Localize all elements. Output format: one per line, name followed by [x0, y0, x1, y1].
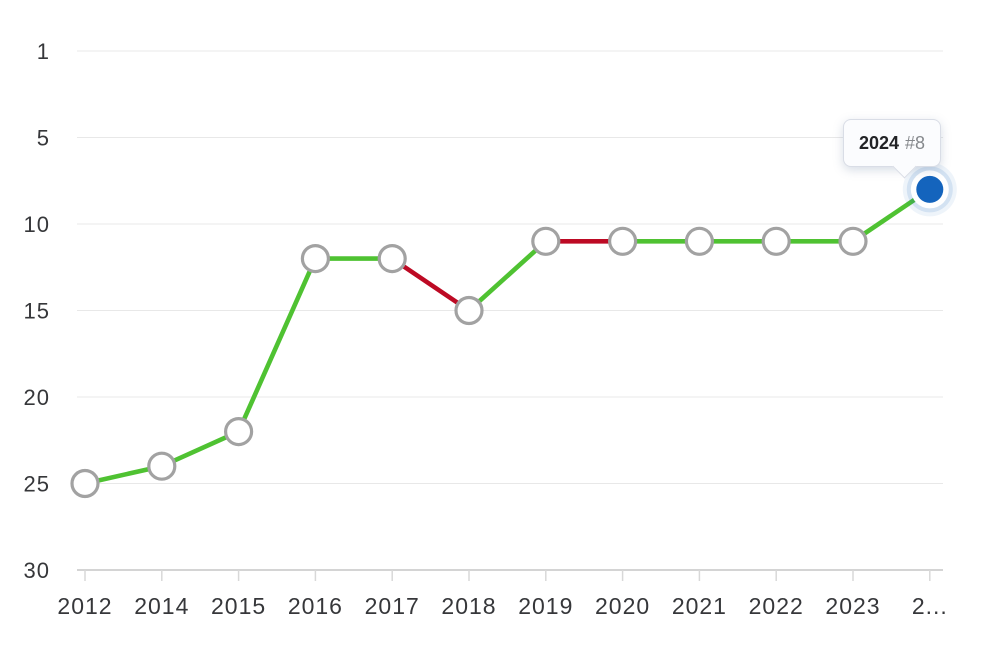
y-axis-label-30: 30 — [24, 558, 50, 583]
y-axis-label-25: 25 — [24, 472, 50, 497]
data-point-2014[interactable] — [147, 451, 177, 481]
tooltip-year-label: 2024 — [858, 132, 899, 153]
data-point-2022[interactable] — [761, 226, 791, 256]
x-axis-label-2022: 2022 — [749, 593, 804, 619]
y-axis-label-15: 15 — [24, 299, 50, 324]
data-point-2015[interactable] — [224, 417, 254, 447]
x-axis-label-2014: 2014 — [134, 593, 189, 619]
data-point-2020[interactable] — [607, 226, 638, 256]
data-point-2012[interactable] — [70, 468, 100, 499]
data-point-2018[interactable] — [454, 295, 484, 326]
y-axis-label-1: 1 — [37, 39, 50, 64]
data-point-2016[interactable] — [300, 244, 330, 274]
y-axis-label-10: 10 — [24, 212, 50, 237]
x-axis-label-2020: 2020 — [595, 593, 650, 619]
y-axis-label-5: 5 — [37, 126, 50, 151]
trend-segment-2015-2016 — [236, 256, 318, 434]
x-axis-label-2017: 2017 — [365, 593, 420, 619]
chart-tooltip: 2024 #8 — [843, 119, 941, 167]
x-axis-label-2023: 2023 — [825, 593, 880, 619]
x-axis-label-2016: 2016 — [288, 593, 343, 619]
x-axis-label-2021: 2021 — [672, 593, 727, 619]
x-axis-label-2024: 2... — [912, 593, 948, 619]
y-axis-label-20: 20 — [24, 385, 50, 410]
data-point-2024-current[interactable] — [916, 175, 944, 203]
x-axis-label-2012: 2012 — [57, 593, 112, 619]
data-point-2023[interactable] — [838, 226, 868, 256]
data-point-2019[interactable] — [531, 226, 561, 256]
trend-segment-2018-2019 — [466, 239, 549, 313]
x-axis-label-2018: 2018 — [441, 593, 496, 619]
tooltip-rank-value: #8 — [905, 132, 926, 153]
x-axis-label-2015: 2015 — [211, 593, 266, 619]
trend-segment-2017-2018 — [389, 256, 472, 313]
data-point-2021[interactable] — [684, 226, 715, 256]
data-point-2017[interactable] — [377, 244, 407, 274]
x-axis-label-2019: 2019 — [518, 593, 573, 619]
